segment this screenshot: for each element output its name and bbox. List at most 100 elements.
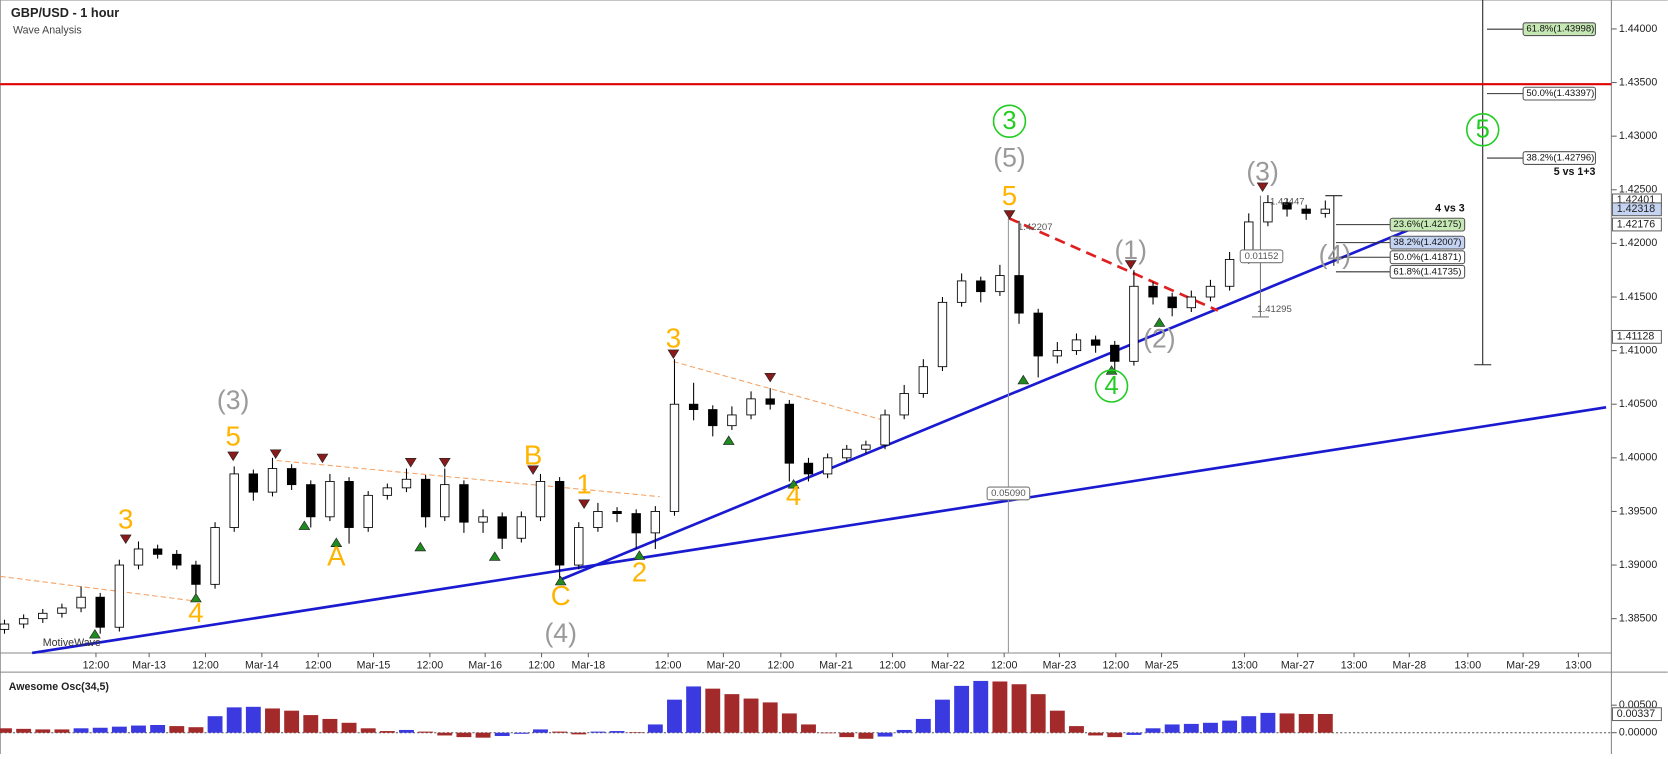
channel-line	[276, 459, 660, 498]
x-tick-label: 13:00	[1565, 660, 1592, 672]
y-tick-label: 1.42000	[1619, 237, 1657, 249]
candle-body	[593, 511, 603, 528]
x-tick-label: 12:00	[305, 660, 332, 672]
osc-bar	[1126, 732, 1142, 735]
measure-label: 0.01152	[1245, 251, 1279, 262]
chart-subtitle: Wave Analysis	[13, 25, 82, 37]
x-tick-label: 12:00	[1103, 660, 1130, 672]
candle-body	[995, 275, 1005, 293]
swing-marker	[554, 575, 567, 586]
candle-body	[1052, 350, 1063, 357]
osc-bar	[915, 718, 931, 733]
osc-bar	[820, 732, 836, 734]
candle-body	[746, 398, 756, 416]
price-tag	[1611, 217, 1662, 232]
x-tick-label: 12:00	[879, 660, 906, 672]
candle-body	[210, 527, 220, 585]
wave-label: (3)	[217, 385, 249, 415]
price-tag	[1611, 202, 1662, 217]
trend-line	[560, 226, 1416, 581]
swing-marker	[667, 349, 680, 359]
osc-bar	[858, 732, 874, 739]
candle-body	[382, 487, 393, 496]
osc-bar	[724, 694, 740, 733]
candle-body	[842, 448, 852, 459]
fib-title: 5 vs 1+3	[1554, 166, 1596, 178]
candle-body	[344, 480, 354, 528]
wave-label: (2)	[1143, 323, 1175, 353]
wave-label: (4)	[544, 618, 576, 648]
candle-body	[133, 548, 144, 566]
candle-body	[861, 444, 871, 450]
x-tick-label: 12:00	[991, 660, 1018, 672]
measure-box	[986, 486, 1031, 501]
x-tick-label: Mar-27	[1281, 660, 1315, 672]
osc-bar	[379, 731, 395, 733]
price-tag	[1611, 707, 1662, 722]
fib-title: 4 vs 3	[1435, 202, 1465, 214]
candle-body	[669, 403, 680, 512]
y-tick-label: 1.41500	[1619, 291, 1657, 303]
fib-label: 50.0%(1.41871)	[1393, 252, 1461, 263]
x-tick-label: Mar-13	[132, 660, 166, 672]
osc-bar	[801, 724, 816, 733]
fib-box	[1522, 151, 1596, 165]
candle-body	[459, 484, 469, 523]
y-tick-label: 1.41000	[1619, 344, 1657, 356]
swing-marker	[269, 449, 282, 459]
osc-bar	[475, 732, 491, 738]
swing-marker	[764, 372, 777, 383]
osc-bar	[552, 731, 568, 733]
osc-bar	[609, 731, 625, 733]
swing-marker	[414, 541, 427, 552]
candle-body	[76, 596, 86, 609]
chart-title: GBP/USD - 1 hour	[11, 5, 119, 20]
osc-bar	[839, 732, 855, 738]
y-tick-label: 1.38500	[1619, 612, 1657, 624]
candle-body	[191, 564, 201, 585]
candle-body	[440, 484, 450, 518]
osc-bar	[705, 688, 721, 733]
osc-bar	[494, 732, 510, 737]
osc-bar	[111, 726, 127, 733]
osc-bar	[973, 680, 989, 733]
candle-body	[765, 398, 775, 405]
candle-body	[95, 596, 105, 628]
x-tick-label: Mar-28	[1393, 660, 1427, 672]
osc-bar	[935, 699, 950, 733]
osc-bar	[571, 732, 587, 735]
x-tick-label: Mar-15	[357, 660, 391, 672]
y-tick-label: 1.42500	[1619, 184, 1657, 196]
osc-bar	[1317, 713, 1333, 733]
x-tick-label: 12:00	[768, 660, 795, 672]
osc-bar	[303, 715, 319, 733]
candle-body	[172, 553, 182, 566]
wave-circle	[1094, 369, 1129, 403]
x-tick-label: 12:00	[528, 660, 555, 672]
fib-box	[1389, 235, 1466, 250]
swing-marker	[316, 453, 329, 464]
candle-body	[880, 414, 890, 446]
candle-body	[1129, 285, 1139, 362]
measure-label: 1.42447	[1270, 197, 1305, 208]
osc-bar	[1145, 728, 1161, 733]
osc-bar	[322, 718, 338, 733]
y-tick-label: 1.39500	[1619, 505, 1657, 517]
candle-body	[1014, 275, 1024, 314]
candle-body	[1320, 208, 1331, 214]
wave-label: 3	[1002, 107, 1016, 135]
x-tick-label: Mar-25	[1145, 660, 1179, 672]
swing-marker	[298, 520, 311, 530]
swing-marker	[1256, 182, 1269, 193]
fib-label: 38.2%(1.42796)	[1526, 153, 1594, 164]
swing-marker	[119, 534, 132, 545]
fib-box	[1389, 217, 1466, 232]
osc-bar	[992, 681, 1008, 733]
candle-body	[554, 480, 565, 566]
osc-bar	[73, 728, 89, 733]
wave-label: 2	[632, 557, 647, 588]
fib-label: 61.8%(1.41735)	[1393, 266, 1461, 277]
candle-body	[420, 478, 431, 518]
x-tick-label: Mar-21	[819, 660, 853, 672]
